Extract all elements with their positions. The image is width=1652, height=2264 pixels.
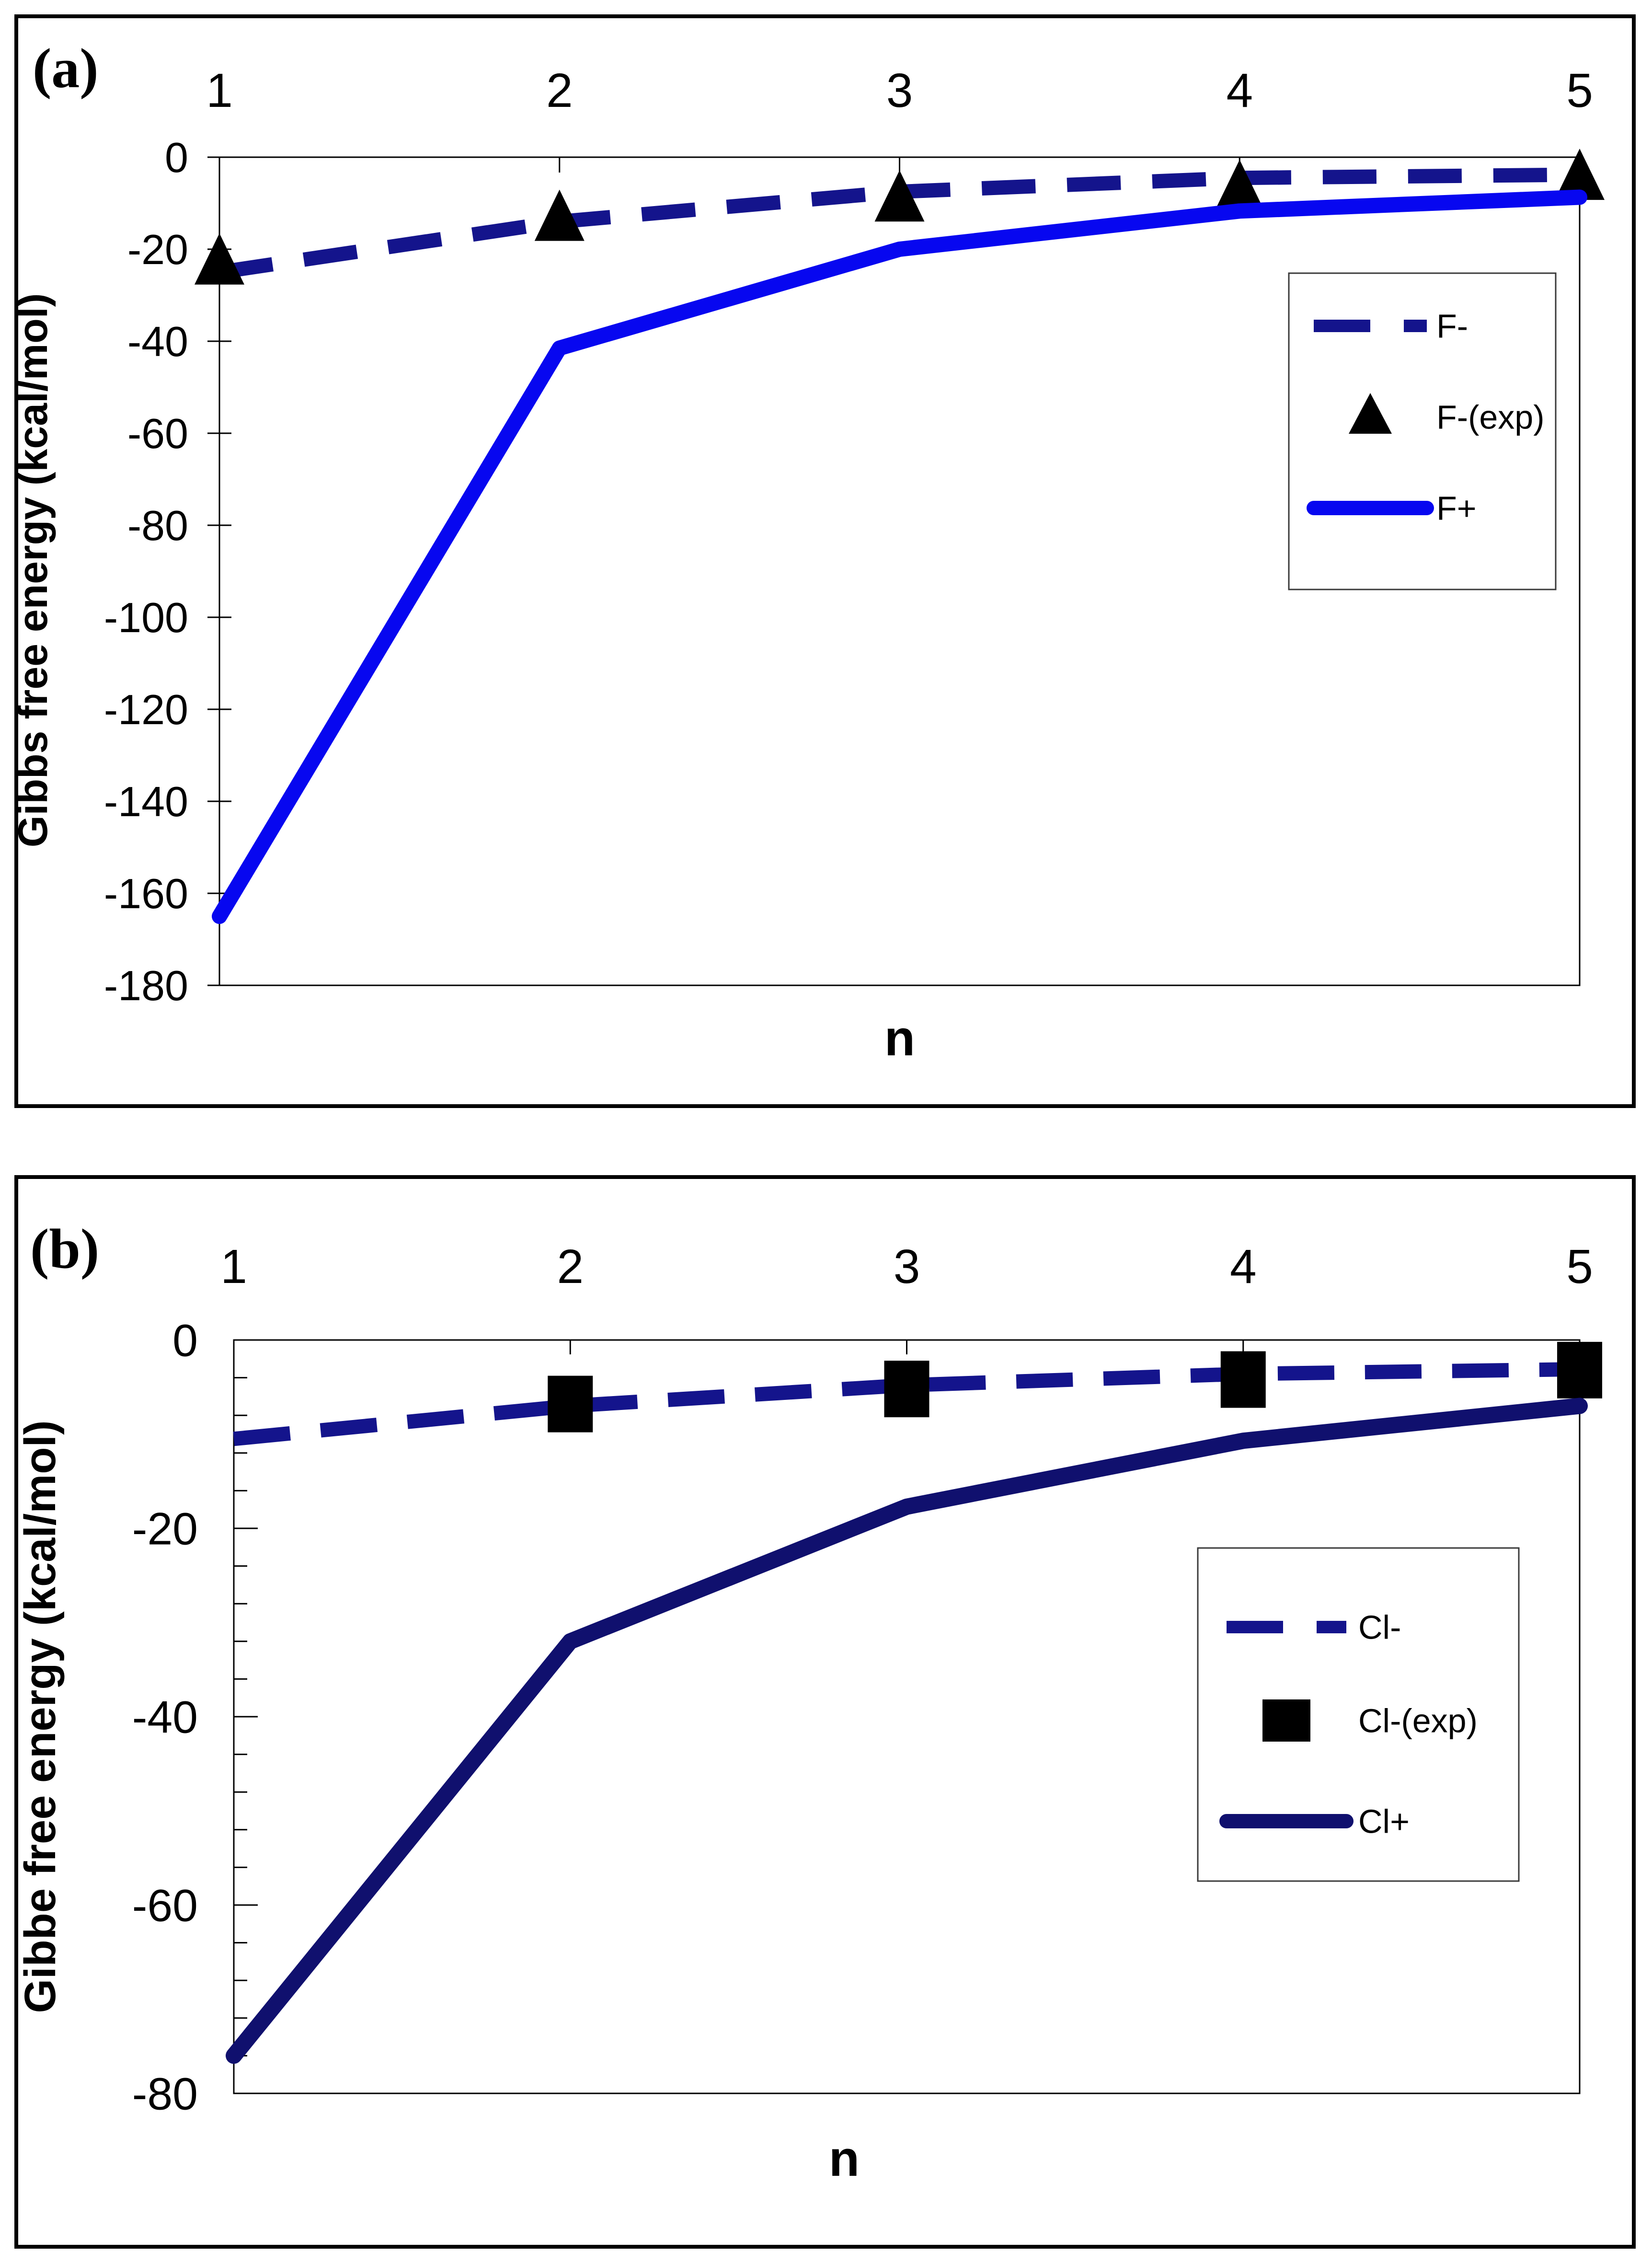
legend-label: Cl-(exp) xyxy=(1358,1702,1478,1740)
y-tick-label: -20 xyxy=(132,1503,198,1554)
x-tick-label: 2 xyxy=(546,64,573,117)
panel-label: (b) xyxy=(30,1217,99,1280)
y-tick-label: -20 xyxy=(127,226,188,273)
y-tick-label: -180 xyxy=(104,962,188,1009)
panel-a: (a) 1 2 3 4 5 0 -20 -40 -60 -80 -100 -120 -140 -160 -18… xyxy=(14,14,1636,1108)
legend-label: F-(exp) xyxy=(1436,399,1545,436)
legend-label: Cl+ xyxy=(1358,1803,1410,1840)
triangle-marker xyxy=(534,189,585,241)
legend-label: Cl- xyxy=(1358,1609,1401,1646)
y-tick-label: 0 xyxy=(172,1315,198,1366)
triangle-marker xyxy=(874,170,925,222)
legend-square-marker xyxy=(1262,1699,1310,1742)
x-tick-label: 4 xyxy=(1230,1240,1257,1294)
chart-b-svg: (b) 1 2 3 4 5 0 -20 -40 -60 -80 n Gibbe free energy … xyxy=(14,1175,1636,2249)
x-tick-label: 1 xyxy=(206,64,233,117)
y-tick-label: -40 xyxy=(127,318,188,365)
x-tick-label: 4 xyxy=(1226,64,1253,117)
x-tick-label: 5 xyxy=(1566,1240,1593,1294)
square-marker xyxy=(1220,1351,1266,1408)
y-tick-label: -80 xyxy=(132,2068,198,2119)
y-tick-label: -120 xyxy=(104,686,188,733)
x-tick-label: 5 xyxy=(1566,64,1593,117)
legend-triangle-marker xyxy=(1349,393,1392,434)
y-tick-label: -140 xyxy=(104,778,188,825)
square-marker xyxy=(884,1361,929,1418)
y-axis-title: Gibbs free energy (kcal/mol) xyxy=(14,293,56,848)
square-marker xyxy=(1557,1341,1602,1398)
y-tick-label: -80 xyxy=(127,502,188,549)
triangle-marker xyxy=(195,233,244,285)
legend-label: F- xyxy=(1436,308,1468,345)
y-tick-label: -60 xyxy=(127,410,188,457)
x-tick-label: 3 xyxy=(886,64,913,117)
y-tick-label: -40 xyxy=(132,1692,198,1743)
series-line-dashed-Cl- xyxy=(233,1362,1580,1446)
panel-label: (a) xyxy=(33,37,99,100)
x-axis-title: n xyxy=(829,2131,860,2187)
y-tick-label: -160 xyxy=(104,870,188,917)
triangle-marker xyxy=(1215,160,1265,211)
x-tick-label: 1 xyxy=(220,1240,247,1294)
y-axis-title: Gibbe free energy (kcal/mol) xyxy=(16,1420,65,2013)
x-tick-label: 2 xyxy=(557,1240,584,1294)
chart-a-svg: (a) 1 2 3 4 5 0 -20 -40 -60 -80 -100 -120 -140 -160 -18… xyxy=(14,14,1636,1108)
x-axis-title: n xyxy=(884,1010,915,1066)
x-tick-label: 3 xyxy=(894,1240,920,1294)
series-line-solid-F+ xyxy=(212,189,1587,924)
panel-b: (b) 1 2 3 4 5 0 -20 -40 -60 -80 n Gibbe free energy … xyxy=(14,1175,1636,2249)
y-tick-label: -60 xyxy=(132,1880,198,1931)
y-tick-label: 0 xyxy=(165,134,188,181)
square-marker xyxy=(548,1375,593,1432)
legend-label: F+ xyxy=(1436,490,1477,527)
series-line-solid-Cl+ xyxy=(226,1398,1588,2064)
y-tick-label: -100 xyxy=(104,594,188,641)
triangle-marker xyxy=(1555,149,1605,200)
